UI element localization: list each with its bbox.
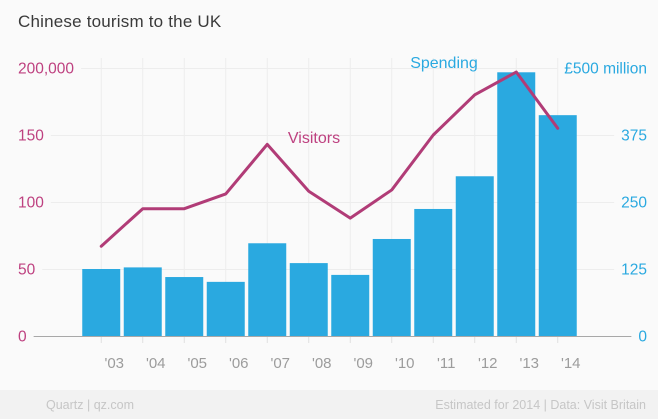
x-axis-label: '12 [478,355,498,372]
visitors-series-label: Visitors [288,130,340,147]
x-axis-label: '07 [270,355,290,372]
spending-bar [497,72,536,337]
spending-bar [538,115,577,336]
right-axis-tick-label: £500 million [564,61,647,78]
x-axis-label: '08 [312,355,332,372]
footer-brand: Quartz | qz.com [46,397,134,412]
visitors-line [99,70,560,248]
spending-bar [331,274,370,336]
x-axis-label: '04 [146,355,166,372]
right-axis-tick-label: 250 [621,195,647,212]
x-axis-label: '06 [229,355,249,372]
left-axis-tick-label: 0 [18,329,27,346]
chart-plot: 200,000 £500 million 150 375 100 250 50 125 0 0 '0… [18,55,647,372]
x-axis-label: '14 [561,355,581,372]
spending-bar [206,281,245,336]
left-axis-tick-label: 100 [18,195,44,212]
x-axis-label: '03 [104,355,124,372]
left-axis-tick-label: 50 [18,262,36,279]
right-axis-tick-label: 0 [638,329,647,346]
x-axis-label: '09 [353,355,373,372]
spending-bar [455,176,494,336]
spending-bar [248,243,287,336]
left-axis-tick-label: 150 [18,128,44,145]
spending-bar [289,263,328,336]
x-axis-label: '10 [395,355,415,372]
spending-bar [82,269,121,336]
x-axis-label: '13 [519,355,539,372]
spending-bar [372,238,411,336]
chart-title: Chinese tourism to the UK [18,12,222,31]
chart-footer: Quartz | qz.com Estimated for 2014 | Dat… [0,390,658,419]
x-axis-label: '11 [437,355,455,372]
spending-series-label: Spending [410,55,478,72]
footer-source-note: Estimated for 2014 | Data: Visit Britain [435,397,646,412]
right-axis-tick-label: 375 [621,128,647,145]
spending-bar [165,277,204,336]
spending-bar [123,267,162,336]
spending-bar [414,208,453,336]
left-axis-tick-label: 200,000 [18,61,74,78]
right-axis-tick-label: 125 [621,262,647,279]
x-axis-label: '05 [187,355,207,372]
